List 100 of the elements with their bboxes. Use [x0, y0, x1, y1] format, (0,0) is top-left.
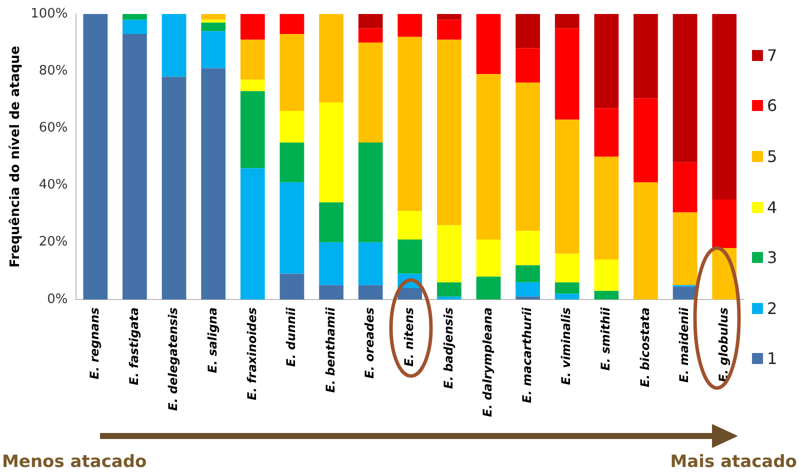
bar	[122, 14, 147, 20]
y-tick-label: 0%	[47, 292, 68, 307]
bar	[358, 28, 383, 43]
bar	[280, 142, 304, 182]
bar	[319, 202, 344, 242]
bar	[594, 156, 619, 260]
bar	[398, 288, 422, 300]
x-tick-label: E. saligna	[205, 307, 220, 374]
bar	[162, 14, 186, 77]
bar	[122, 34, 147, 300]
y-axis-title: Frequência do nível de ataque	[8, 46, 24, 268]
legend-label: 6	[767, 96, 778, 116]
x-tick-label: E. badjensis	[441, 307, 456, 389]
bar	[516, 48, 540, 83]
x-tick-label: E. smithii	[598, 306, 613, 371]
y-tick-label: 80%	[38, 63, 68, 78]
x-tick-label: E. oreades	[362, 307, 377, 379]
bar	[162, 76, 186, 300]
bar	[554, 282, 580, 294]
bar	[240, 91, 265, 168]
bar	[358, 285, 383, 300]
bar	[672, 14, 698, 162]
bar	[201, 31, 226, 68]
x-tick-label: E. viminalis	[559, 307, 574, 385]
bar	[437, 14, 462, 20]
bar	[516, 82, 540, 231]
bar	[437, 20, 462, 40]
bar	[280, 14, 304, 34]
bar	[594, 259, 619, 291]
bar	[672, 162, 698, 212]
bar	[358, 42, 383, 142]
bar	[280, 111, 304, 142]
x-tick-label: E. dalrympleana	[480, 307, 495, 418]
legend-label: 5	[767, 146, 778, 166]
bar	[516, 282, 540, 297]
bar	[594, 290, 619, 300]
bar	[280, 34, 304, 112]
bar	[554, 254, 580, 282]
x-tick-label: E. macarthurii	[520, 306, 534, 404]
legend-label: 7	[767, 46, 778, 65]
bar	[516, 230, 540, 266]
legend-label: 1	[767, 349, 778, 368]
bar	[554, 120, 580, 254]
bar	[476, 240, 501, 277]
bar	[476, 276, 501, 300]
bar	[398, 210, 422, 240]
bar	[358, 142, 383, 242]
bar	[437, 282, 462, 297]
y-tick-label: 40%	[38, 178, 68, 193]
bar	[358, 14, 383, 28]
bar	[358, 242, 383, 286]
bar	[554, 28, 580, 120]
x-tick-label: E. benthamii	[323, 306, 338, 393]
bar	[476, 74, 501, 240]
bar	[516, 14, 540, 48]
legend-label: 2	[767, 298, 778, 318]
bar	[634, 182, 658, 300]
bar	[201, 20, 226, 23]
bar	[398, 36, 422, 211]
bar	[280, 274, 304, 300]
bar	[201, 68, 226, 300]
y-tick-label: 60%	[38, 120, 68, 136]
bar	[516, 265, 540, 282]
bar	[712, 14, 737, 200]
bar	[319, 14, 344, 102]
legend-label: 3	[767, 248, 778, 268]
bar	[201, 14, 226, 20]
x-tick-label: E. fastigata	[126, 307, 141, 386]
bar	[437, 225, 462, 282]
bar	[240, 80, 265, 92]
bar	[437, 40, 462, 226]
bar	[554, 294, 580, 300]
text: Menos atacado	[2, 452, 147, 472]
bar	[319, 242, 344, 286]
bar	[712, 200, 737, 248]
bar	[476, 14, 501, 74]
y-tick-label: 20%	[38, 234, 68, 250]
x-tick-label: E. fraxinoides	[244, 307, 259, 400]
x-tick-label: E. bicostata	[638, 307, 652, 388]
bar	[201, 22, 226, 32]
legend-label: 4	[767, 198, 778, 217]
bar	[398, 240, 422, 274]
x-tick-label: E. maidenii	[677, 306, 692, 383]
x-tick-label: E. dunnii	[284, 306, 298, 367]
bar	[672, 212, 698, 286]
bar	[280, 182, 304, 274]
x-tick-label: E. delegatensis	[166, 307, 180, 411]
bar	[319, 285, 344, 300]
bar	[240, 40, 265, 80]
bar	[83, 14, 108, 300]
bar	[516, 296, 540, 300]
bar	[240, 168, 265, 300]
x-tick-label: E. regnans	[88, 307, 102, 380]
bar	[319, 102, 344, 202]
bar	[398, 14, 422, 37]
text: Mais atacado	[670, 452, 797, 472]
bar	[437, 296, 462, 300]
bar	[240, 14, 265, 40]
bar	[594, 108, 619, 157]
y-tick-label: 100%	[30, 6, 68, 22]
